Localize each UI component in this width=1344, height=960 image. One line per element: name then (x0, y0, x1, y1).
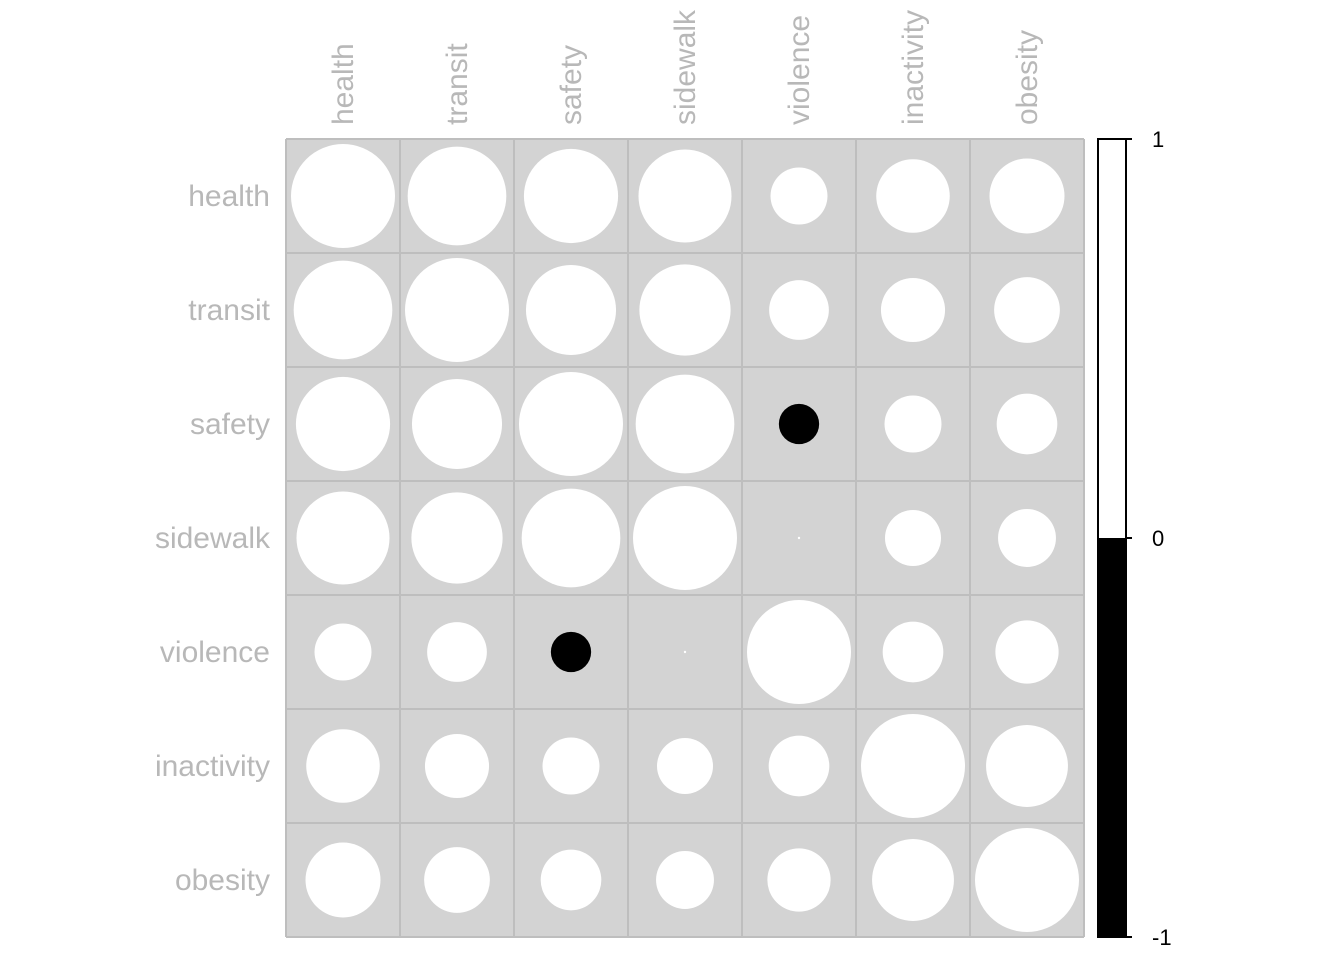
colorbar-tick-label: 0 (1152, 526, 1164, 551)
corr-circle-safety-safety (519, 372, 623, 476)
column-labels: health transit safety sidewalk violence inact… (327, 9, 1044, 125)
corr-circle-inactivity-transit (424, 733, 490, 799)
corr-circle-inactivity-obesity (986, 725, 1068, 807)
corr-circle-obesity-safety (540, 849, 602, 911)
column-label-violence: violence (783, 15, 816, 125)
corr-circle-inactivity-inactivity (861, 714, 965, 818)
corr-circle-sidewalk-violence (797, 536, 801, 540)
colorbar-negative (1098, 538, 1126, 937)
column-label-health: health (327, 43, 360, 125)
corr-circle-health-violence (770, 167, 828, 225)
corr-circle-violence-inactivity (882, 621, 944, 683)
row-label-inactivity: inactivity (155, 750, 270, 783)
corr-circle-health-transit (407, 146, 507, 246)
corr-circle-transit-sidewalk (639, 264, 731, 356)
column-label-transit: transit (441, 43, 474, 125)
correlation-circles (291, 144, 1079, 932)
corr-circle-safety-violence (778, 403, 820, 445)
corr-circle-health-inactivity (876, 159, 950, 233)
corr-circle-health-sidewalk (638, 149, 732, 243)
row-label-safety: safety (190, 408, 270, 441)
row-label-health: health (188, 180, 270, 213)
corr-circle-safety-transit (411, 378, 503, 470)
corr-circle-transit-inactivity (880, 277, 946, 343)
row-label-violence: violence (160, 636, 270, 669)
corr-circle-inactivity-safety (542, 737, 600, 795)
column-label-inactivity: inactivity (897, 10, 930, 125)
corr-circle-violence-safety (550, 631, 592, 673)
corr-circle-transit-health (293, 260, 393, 360)
corr-circle-obesity-inactivity (872, 839, 954, 921)
colorbar-tick-label: -1 (1152, 925, 1172, 950)
corr-circle-sidewalk-health (296, 491, 390, 585)
corr-circle-transit-transit (405, 258, 509, 362)
corr-circle-sidewalk-obesity (998, 509, 1056, 567)
corr-circle-violence-obesity (995, 620, 1059, 684)
corr-circle-health-health (291, 144, 395, 248)
row-labels: health transit safety sidewalk violence inact… (155, 180, 271, 897)
corr-circle-safety-obesity (996, 393, 1058, 455)
grid-lines (285, 138, 1085, 938)
corr-circle-obesity-health (305, 842, 381, 918)
corr-circle-obesity-transit (424, 847, 490, 913)
corr-circle-sidewalk-safety (521, 488, 621, 588)
row-label-obesity: obesity (175, 864, 270, 897)
row-label-sidewalk: sidewalk (155, 522, 271, 555)
corr-circle-violence-health (314, 623, 372, 681)
column-label-sidewalk: sidewalk (669, 9, 702, 125)
column-label-obesity: obesity (1011, 30, 1044, 125)
corr-circle-inactivity-health (306, 729, 380, 803)
corr-circle-violence-violence (747, 600, 851, 704)
corr-circle-violence-transit (427, 622, 487, 682)
corr-circle-transit-safety (525, 264, 617, 356)
corr-circle-sidewalk-inactivity (884, 509, 942, 567)
colorbar-tick-label: 1 (1152, 127, 1164, 152)
corr-circle-inactivity-sidewalk (656, 737, 714, 795)
corr-circle-inactivity-violence (768, 735, 830, 797)
corr-circle-health-safety (523, 148, 619, 244)
corr-circle-sidewalk-sidewalk (633, 486, 737, 590)
corr-circle-transit-obesity (994, 277, 1060, 343)
corr-circle-safety-sidewalk (635, 374, 735, 474)
corr-circle-transit-violence (769, 280, 829, 340)
corr-circle-obesity-sidewalk (656, 851, 714, 909)
corr-circle-violence-sidewalk (683, 650, 687, 654)
row-label-transit: transit (188, 294, 270, 327)
colorbar: 1 0 -1 (1097, 127, 1172, 950)
corr-circle-health-obesity (989, 158, 1065, 234)
colorbar-positive (1098, 139, 1126, 538)
corr-circle-sidewalk-transit (411, 492, 503, 584)
corr-circle-safety-health (295, 376, 391, 472)
corr-circle-obesity-obesity (975, 828, 1079, 932)
corr-circle-obesity-violence (767, 848, 831, 912)
column-label-safety: safety (555, 45, 588, 125)
corr-circle-safety-inactivity (884, 395, 942, 453)
